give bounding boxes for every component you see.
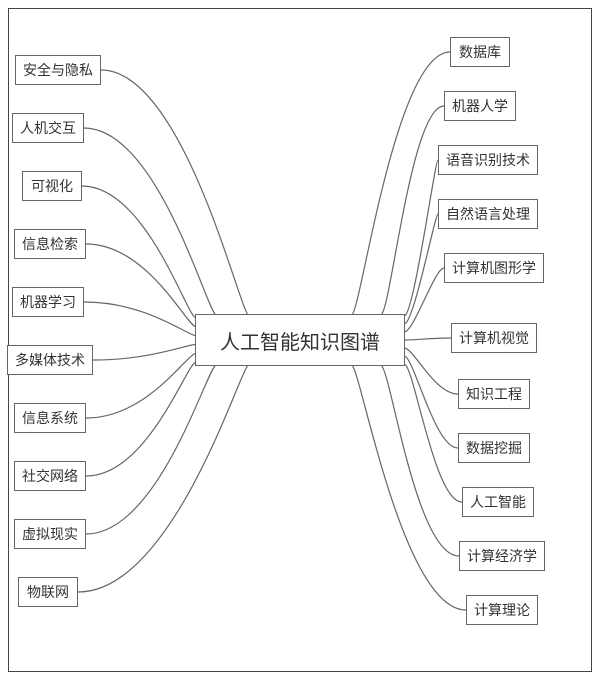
- right-branch-5-label: 计算机视觉: [459, 328, 529, 348]
- left-branch-5: 多媒体技术: [7, 345, 93, 375]
- right-branch-10: 计算理论: [466, 595, 538, 625]
- right-branch-3: 自然语言处理: [438, 199, 538, 229]
- right-branch-1-label: 机器人学: [452, 96, 508, 116]
- left-branch-4-label: 机器学习: [20, 292, 76, 312]
- right-branch-9-label: 计算经济学: [467, 546, 537, 566]
- right-branch-6: 知识工程: [458, 379, 530, 409]
- right-branch-7-label: 数据挖掘: [466, 438, 522, 458]
- left-branch-4: 机器学习: [12, 287, 84, 317]
- right-branch-7: 数据挖掘: [458, 433, 530, 463]
- right-branch-2-label: 语音识别技术: [446, 150, 530, 170]
- left-branch-0: 安全与隐私: [15, 55, 101, 85]
- left-branch-8-label: 虚拟现实: [22, 524, 78, 544]
- right-branch-4: 计算机图形学: [444, 253, 544, 283]
- left-branch-9: 物联网: [18, 577, 78, 607]
- left-branch-3: 信息检索: [14, 229, 86, 259]
- left-branch-2-label: 可视化: [31, 176, 73, 196]
- left-branch-3-label: 信息检索: [22, 234, 78, 254]
- left-branch-7-label: 社交网络: [22, 466, 78, 486]
- center-node: 人工智能知识图谱: [195, 314, 405, 366]
- right-branch-5: 计算机视觉: [451, 323, 537, 353]
- left-branch-6-label: 信息系统: [22, 408, 78, 428]
- left-branch-2: 可视化: [22, 171, 82, 201]
- center-node-label: 人工智能知识图谱: [220, 326, 380, 355]
- left-branch-0-label: 安全与隐私: [23, 60, 93, 80]
- left-branch-1-label: 人机交互: [20, 118, 76, 138]
- right-branch-6-label: 知识工程: [466, 384, 522, 404]
- right-branch-8: 人工智能: [462, 487, 534, 517]
- left-branch-9-label: 物联网: [27, 582, 69, 602]
- right-branch-10-label: 计算理论: [474, 600, 530, 620]
- left-branch-5-label: 多媒体技术: [15, 350, 85, 370]
- left-branch-7: 社交网络: [14, 461, 86, 491]
- right-branch-0: 数据库: [450, 37, 510, 67]
- right-branch-8-label: 人工智能: [470, 492, 526, 512]
- right-branch-3-label: 自然语言处理: [446, 204, 530, 224]
- right-branch-9: 计算经济学: [459, 541, 545, 571]
- right-branch-1: 机器人学: [444, 91, 516, 121]
- left-branch-1: 人机交互: [12, 113, 84, 143]
- left-branch-8: 虚拟现实: [14, 519, 86, 549]
- right-branch-4-label: 计算机图形学: [452, 258, 536, 278]
- right-branch-0-label: 数据库: [459, 42, 501, 62]
- left-branch-6: 信息系统: [14, 403, 86, 433]
- mindmap-canvas: 人工智能知识图谱 安全与隐私人机交互可视化信息检索机器学习多媒体技术信息系统社交网…: [0, 0, 600, 680]
- right-branch-2: 语音识别技术: [438, 145, 538, 175]
